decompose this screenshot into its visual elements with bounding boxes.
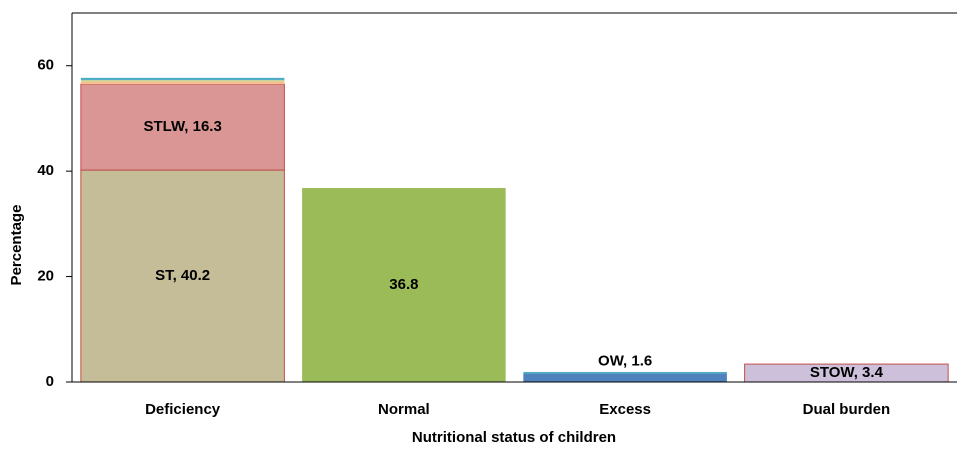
bar-segment — [523, 371, 727, 374]
x-tick-label: Deficiency — [145, 401, 221, 418]
x-axis-title: Nutritional status of children — [412, 429, 616, 446]
y-tick-label: 40 — [37, 162, 54, 179]
bar-segment — [80, 77, 285, 80]
x-tick-label: Excess — [599, 401, 651, 418]
x-tick-label: Dual burden — [803, 401, 891, 418]
bar-segment — [80, 169, 285, 383]
x-tick-label: Normal — [378, 401, 430, 418]
y-tick-label: 20 — [37, 268, 54, 285]
y-tick-label: 0 — [46, 373, 54, 390]
bar-segment — [523, 373, 727, 382]
data-label: OW, 1.6 — [598, 353, 652, 370]
data-label: STLW, 16.3 — [143, 118, 221, 135]
data-label: ST, 40.2 — [155, 267, 210, 284]
bar-segment — [80, 83, 285, 171]
bar-segment — [80, 79, 285, 82]
data-label: STOW, 3.4 — [810, 364, 884, 381]
y-axis-title: Percentage — [8, 205, 25, 286]
data-label: 36.8 — [389, 276, 418, 293]
y-tick-label: 60 — [37, 57, 54, 74]
bar-segment — [80, 81, 285, 85]
bar-segment — [302, 188, 506, 382]
